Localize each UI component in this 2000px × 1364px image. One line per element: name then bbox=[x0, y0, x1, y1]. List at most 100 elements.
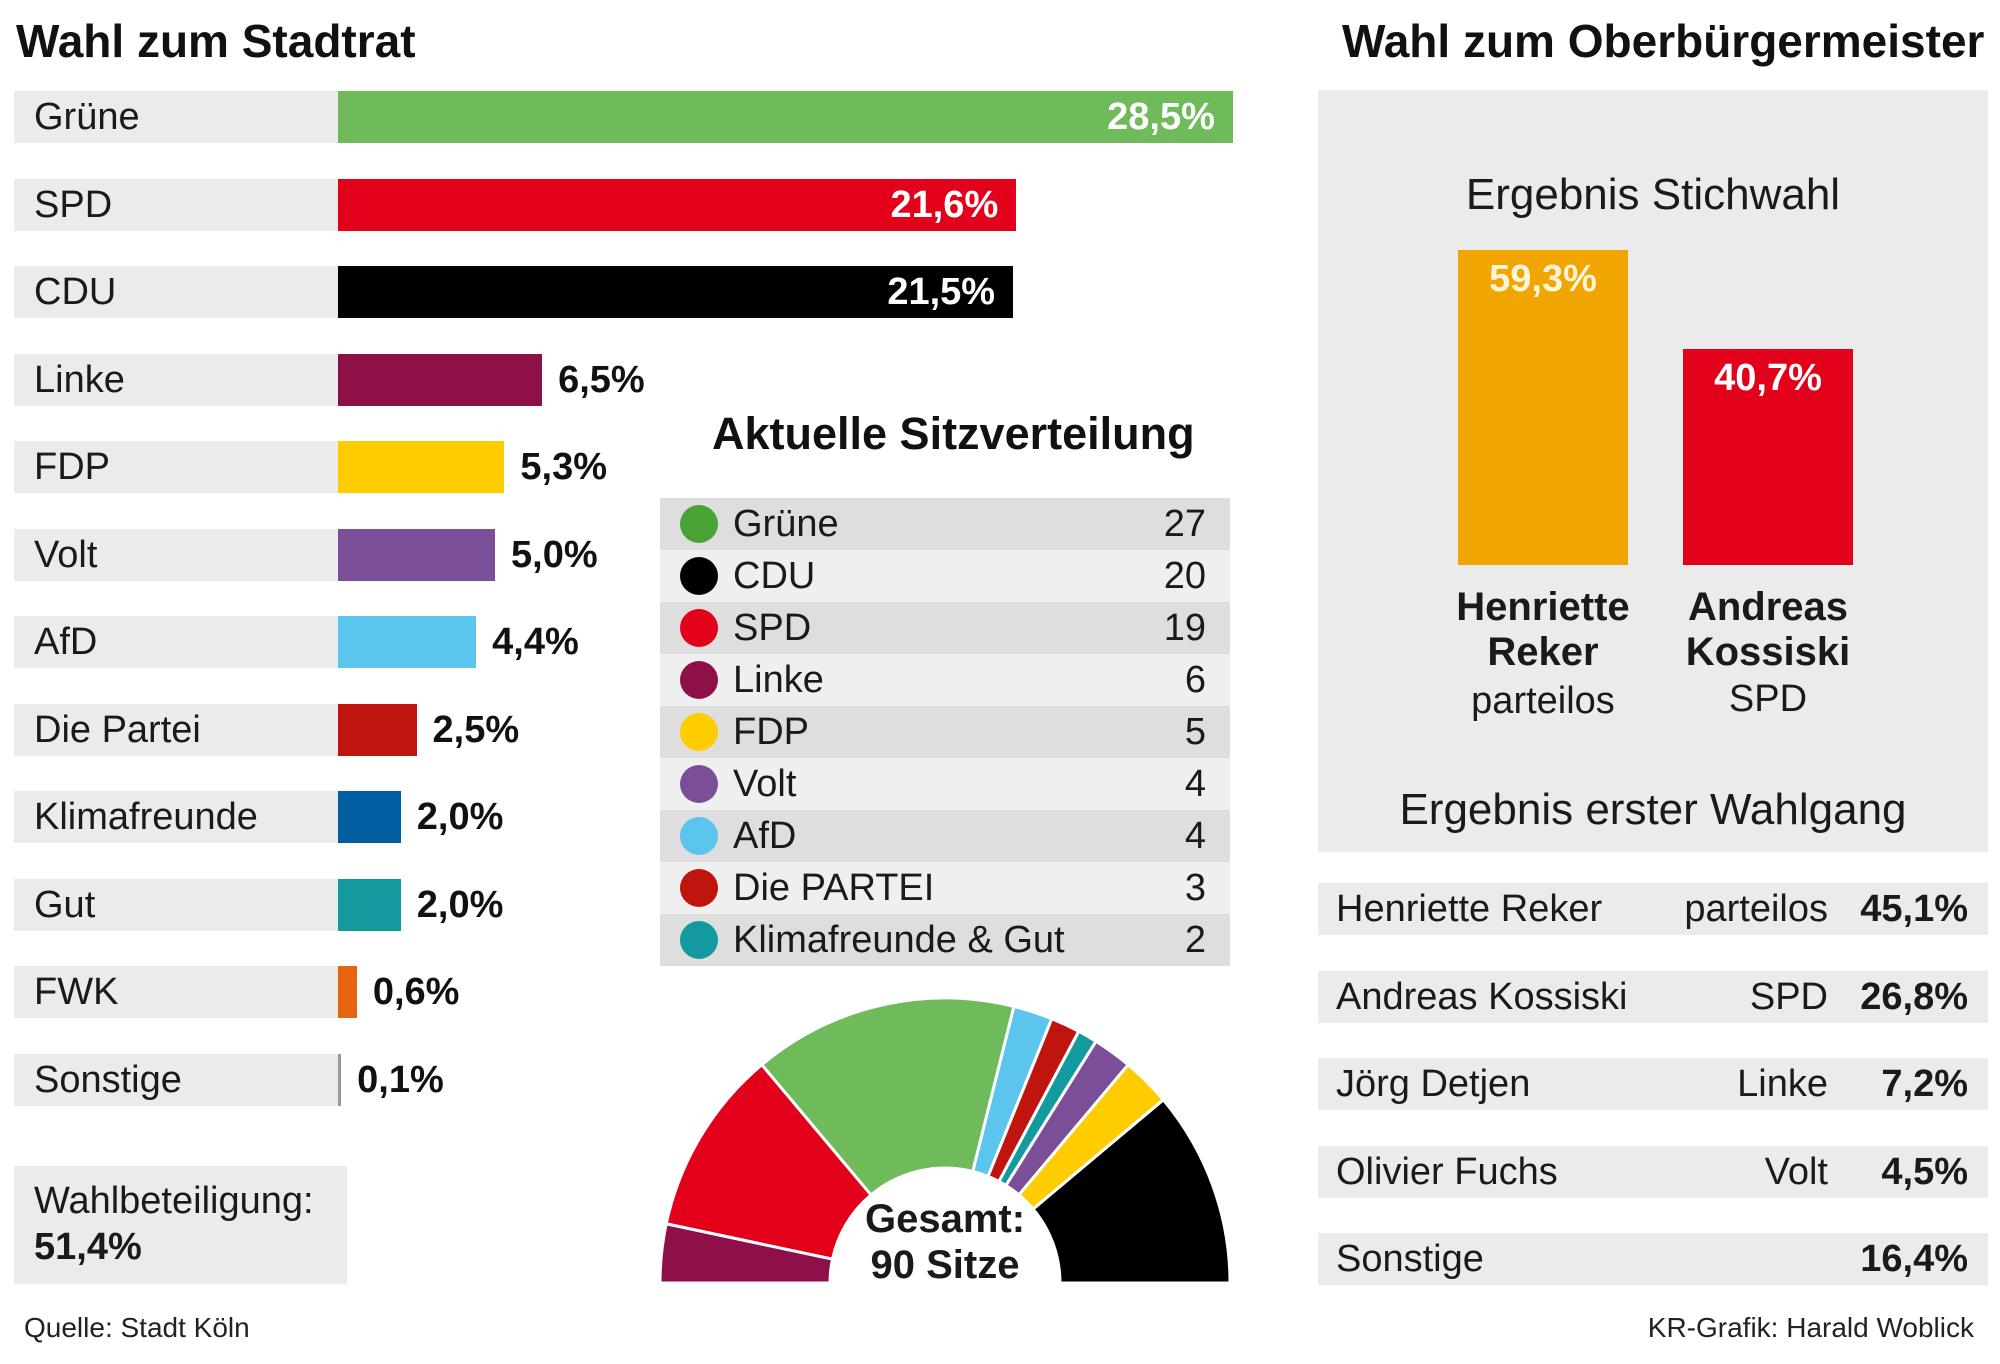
seat-row: Linke 6 bbox=[660, 654, 1230, 706]
first-round-row: Henriette Reker parteilos 45,1% bbox=[1318, 883, 1988, 935]
party-value: 21,6% bbox=[890, 184, 999, 226]
party-label: Volt bbox=[34, 534, 98, 576]
party-bar bbox=[338, 179, 1017, 231]
seat-color-dot bbox=[680, 817, 718, 855]
seat-hemicycle-chart bbox=[658, 996, 1232, 1285]
seat-party-name: SPD bbox=[733, 607, 812, 649]
turnout-box: Wahlbeteiligung: 51,4% bbox=[14, 1166, 347, 1284]
seat-row: Grüne 27 bbox=[660, 498, 1230, 550]
candidate-name: Andreas Kossiski bbox=[1336, 976, 1628, 1018]
party-value: 2,0% bbox=[416, 796, 504, 838]
seat-arc-cdu bbox=[1030, 1097, 1232, 1285]
seat-count: 19 bbox=[1163, 607, 1206, 649]
runoff-title: Ergebnis Stichwahl bbox=[1465, 170, 1841, 219]
party-bar bbox=[338, 354, 543, 406]
party-bar bbox=[338, 441, 505, 493]
party-label: Klimafreunde bbox=[34, 796, 258, 838]
seat-count: 20 bbox=[1163, 555, 1206, 597]
first-round-title: Ergebnis erster Wahlgang bbox=[1399, 785, 1907, 834]
seats-total-value: 90 Sitze bbox=[870, 1243, 1020, 1287]
party-label: Sonstige bbox=[34, 1059, 182, 1101]
runoff-value: 40,7% bbox=[1714, 356, 1822, 399]
candidate-percent: 7,2% bbox=[1881, 1063, 1968, 1105]
party-bar bbox=[338, 966, 357, 1018]
runoff-panel: Ergebnis Stichwahl 59,3% Henriette Reker pa… bbox=[1318, 90, 1988, 852]
candidate-name: Henriette Reker bbox=[1336, 888, 1603, 930]
seat-party-name: Grüne bbox=[733, 503, 839, 545]
runoff-candidate-party: SPD bbox=[1728, 678, 1808, 720]
party-label: Grüne bbox=[34, 96, 140, 138]
party-label: CDU bbox=[34, 271, 117, 313]
party-value: 2,0% bbox=[416, 884, 504, 926]
runoff-candidate-first-name: Henriette bbox=[1456, 585, 1630, 629]
seat-count: 6 bbox=[1184, 659, 1206, 701]
stadtrat-title: Wahl zum Stadtrat bbox=[16, 15, 416, 67]
first-round-row: Olivier Fuchs Volt 4,5% bbox=[1318, 1146, 1988, 1198]
party-row bbox=[14, 791, 339, 843]
party-value: 28,5% bbox=[1107, 96, 1215, 138]
seat-party-name: Klimafreunde & Gut bbox=[733, 919, 1065, 961]
seats-title: Aktuelle Sitzverteilung bbox=[712, 408, 1195, 459]
runoff-candidate-last-name: Reker bbox=[1487, 630, 1599, 674]
seat-count: 4 bbox=[1184, 763, 1206, 805]
party-row bbox=[14, 441, 339, 493]
party-bar bbox=[338, 879, 401, 931]
party-bar bbox=[338, 266, 1014, 318]
candidate-party: parteilos bbox=[1684, 888, 1828, 930]
source-note: Quelle: Stadt Köln bbox=[24, 1312, 250, 1343]
party-bar bbox=[338, 791, 401, 843]
runoff-bar bbox=[1683, 348, 1853, 565]
party-label: FDP bbox=[34, 446, 110, 488]
party-value: 6,5% bbox=[558, 359, 645, 401]
candidate-party: SPD bbox=[1749, 976, 1828, 1018]
party-value: 0,6% bbox=[372, 971, 460, 1013]
seat-party-name: Volt bbox=[733, 763, 797, 805]
party-row bbox=[14, 879, 339, 931]
party-row bbox=[14, 704, 339, 756]
candidate-name: Olivier Fuchs bbox=[1336, 1151, 1558, 1193]
party-label: FWK bbox=[34, 971, 119, 1013]
seat-arc-grüne bbox=[759, 996, 1016, 1198]
party-row bbox=[14, 966, 339, 1018]
seat-party-name: Die PARTEI bbox=[733, 867, 935, 909]
runoff-bar bbox=[1458, 250, 1628, 565]
party-bar bbox=[338, 529, 495, 581]
seat-count: 2 bbox=[1184, 919, 1206, 961]
candidate-percent: 4,5% bbox=[1881, 1151, 1968, 1193]
party-bar bbox=[338, 91, 1233, 143]
seat-party-name: AfD bbox=[733, 815, 797, 857]
runoff-candidate-party: parteilos bbox=[1471, 680, 1615, 722]
turnout-value: 51,4% bbox=[34, 1226, 142, 1268]
seat-color-dot bbox=[680, 713, 718, 751]
party-value: 5,0% bbox=[511, 534, 598, 576]
candidate-percent: 26,8% bbox=[1860, 976, 1968, 1018]
seat-color-dot bbox=[680, 869, 718, 907]
seats-total-label: Gesamt: bbox=[864, 1197, 1026, 1241]
party-label: Die Partei bbox=[34, 709, 201, 751]
seat-count: 27 bbox=[1163, 503, 1206, 545]
runoff-candidate-last-name: Kossiski bbox=[1685, 630, 1851, 674]
runoff-value: 59,3% bbox=[1489, 258, 1597, 301]
party-bar bbox=[338, 1054, 342, 1106]
seat-color-dot bbox=[680, 765, 718, 803]
party-value: 4,4% bbox=[492, 621, 579, 663]
party-value: 5,3% bbox=[520, 446, 608, 488]
runoff-candidate-first-name: Andreas bbox=[1687, 585, 1849, 629]
seat-party-name: FDP bbox=[733, 711, 809, 753]
party-value: 21,5% bbox=[887, 271, 996, 313]
candidate-name: Jörg Detjen bbox=[1336, 1063, 1531, 1105]
credit-note: KR-Grafik: Harald Woblick bbox=[1647, 1312, 1974, 1343]
party-row bbox=[14, 1054, 339, 1106]
seat-row: Volt 4 bbox=[660, 758, 1230, 810]
seat-color-dot bbox=[680, 661, 718, 699]
party-label: SPD bbox=[34, 184, 113, 226]
seat-row: Klimafreunde & Gut 2 bbox=[660, 914, 1230, 966]
seat-row: SPD 19 bbox=[660, 602, 1230, 654]
candidate-percent: 16,4% bbox=[1860, 1238, 1968, 1280]
first-round-row: Jörg Detjen Linke 7,2% bbox=[1318, 1058, 1988, 1110]
seat-color-dot bbox=[680, 609, 718, 647]
party-label: Gut bbox=[34, 884, 96, 926]
party-label: AfD bbox=[34, 621, 98, 663]
candidate-name: Sonstige bbox=[1336, 1238, 1484, 1280]
seat-row: Die PARTEI 3 bbox=[660, 862, 1230, 914]
